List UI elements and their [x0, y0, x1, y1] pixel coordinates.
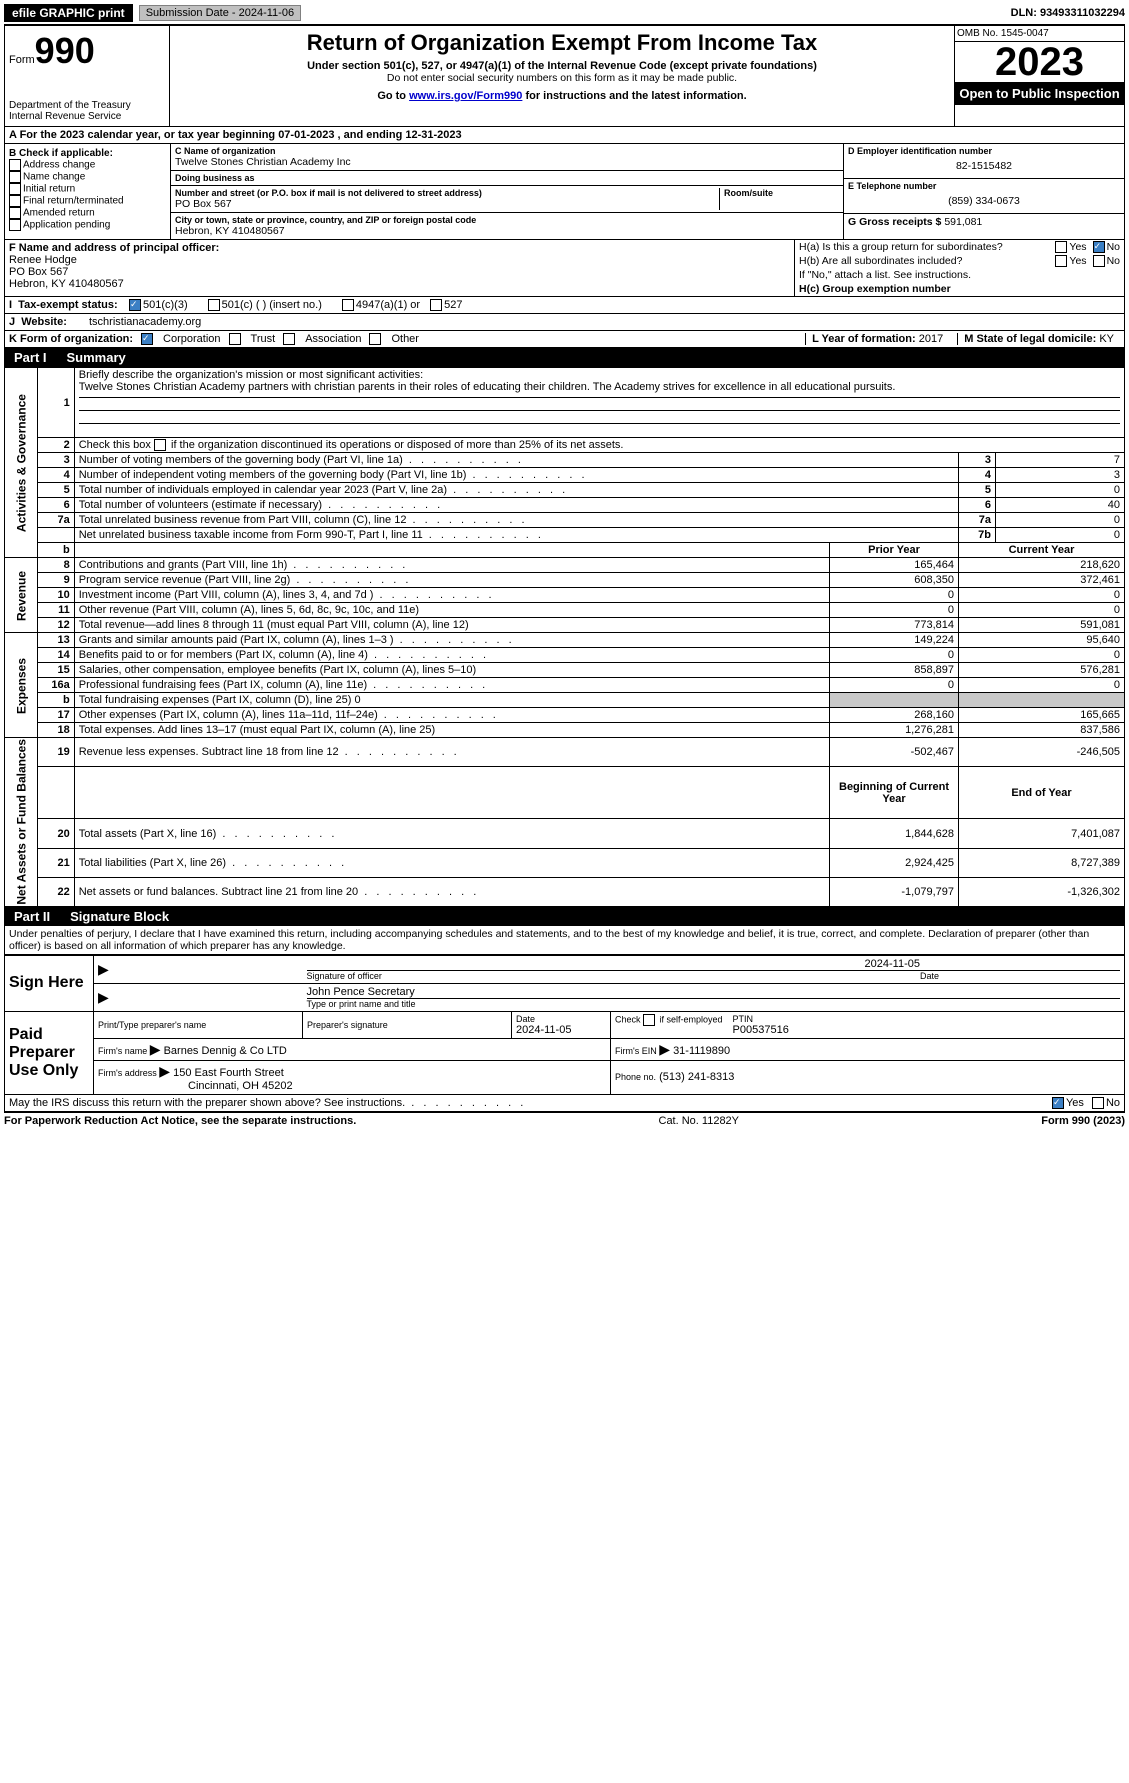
checkbox-final-return[interactable]: [9, 195, 21, 207]
arrow-icon: ▶: [98, 989, 109, 1005]
phone-value: (859) 334-0673: [848, 191, 1120, 211]
page-footer: For Paperwork Reduction Act Notice, see …: [4, 1112, 1125, 1127]
ha-yes-checkbox[interactable]: [1055, 241, 1067, 253]
city-label: City or town, state or province, country…: [175, 215, 839, 225]
city-value: Hebron, KY 410480567: [175, 225, 839, 237]
officer-street: PO Box 567: [9, 266, 790, 278]
box-b-title: B Check if applicable:: [9, 148, 166, 159]
declaration-text: Under penalties of perjury, I declare th…: [4, 926, 1125, 955]
paid-preparer-label: Paid Preparer Use Only: [5, 1011, 94, 1094]
header-sub1: Under section 501(c), 527, or 4947(a)(1)…: [174, 60, 950, 72]
hb-note: If "No," attach a list. See instructions…: [795, 268, 1124, 282]
checkbox-trust[interactable]: [229, 333, 241, 345]
checkbox-discontinued[interactable]: [154, 439, 166, 451]
checkbox-501c3[interactable]: [129, 299, 141, 311]
website-value: tschristianacademy.org: [89, 316, 201, 328]
discuss-no-checkbox[interactable]: [1092, 1097, 1104, 1109]
checkbox-other[interactable]: [369, 333, 381, 345]
checkbox-app-pending[interactable]: [9, 219, 21, 231]
q1-label: Briefly describe the organization's miss…: [79, 369, 423, 381]
arrow-icon: ▶: [159, 1063, 170, 1079]
header-sub3a: Go to: [377, 90, 409, 102]
checkbox-self-employed[interactable]: [643, 1014, 655, 1026]
checkbox-527[interactable]: [430, 299, 442, 311]
arrow-icon: ▶: [98, 961, 109, 977]
officer-name: Renee Hodge: [9, 254, 790, 266]
section-activities: Activities & Governance: [5, 368, 38, 558]
org-name: Twelve Stones Christian Academy Inc: [175, 156, 839, 168]
ein-value: 82-1515482: [848, 156, 1120, 176]
sign-here-label: Sign Here: [5, 955, 94, 1011]
section-net-assets: Net Assets or Fund Balances: [5, 738, 38, 907]
irs-label: Internal Revenue Service: [9, 111, 165, 122]
part2-header: Part II Signature Block: [4, 907, 1125, 926]
efile-print-button[interactable]: efile GRAPHIC print: [4, 4, 133, 22]
checkbox-amended[interactable]: [9, 207, 21, 219]
tax-exempt-label: I Tax-exempt status:: [9, 299, 129, 311]
open-inspection-badge: Open to Public Inspection: [955, 82, 1124, 105]
tax-year: 2023: [955, 42, 1124, 82]
signature-table: Sign Here ▶ 2024-11-05 Signature of offi…: [4, 955, 1125, 1095]
discuss-label: May the IRS discuss this return with the…: [9, 1097, 526, 1109]
website-label: J Website:: [9, 316, 89, 328]
sig-date: 2024-11-05: [307, 958, 1121, 971]
arrow-icon: ▶: [150, 1041, 161, 1057]
gross-receipts-value: 591,081: [944, 216, 982, 228]
hc-label: H(c) Group exemption number: [795, 282, 1124, 296]
section-expenses: Expenses: [5, 633, 38, 738]
dba-label: Doing business as: [175, 173, 839, 183]
officer-city: Hebron, KY 410480567: [9, 278, 790, 290]
part1-table: Activities & Governance 1 Briefly descri…: [4, 367, 1125, 907]
officer-label: F Name and address of principal officer:: [9, 242, 790, 254]
checkbox-address-change[interactable]: [9, 159, 21, 171]
phone-label: E Telephone number: [848, 181, 1120, 191]
arrow-icon: ▶: [659, 1041, 670, 1057]
form-header: Form990 Department of the Treasury Inter…: [4, 25, 1125, 127]
form-title: Return of Organization Exempt From Incom…: [174, 30, 950, 56]
street-value: PO Box 567: [175, 198, 719, 210]
submission-date-badge: Submission Date - 2024-11-06: [139, 5, 301, 21]
checkbox-assoc[interactable]: [283, 333, 295, 345]
main-info-grid: B Check if applicable: Address change Na…: [4, 144, 1125, 240]
row-a-period: A For the 2023 calendar year, or tax yea…: [4, 127, 1125, 144]
discuss-yes-checkbox[interactable]: [1052, 1097, 1064, 1109]
checkbox-501c[interactable]: [208, 299, 220, 311]
org-name-label: C Name of organization: [175, 146, 839, 156]
ha-label: H(a) Is this a group return for subordin…: [799, 241, 1055, 253]
dept-treasury: Department of the Treasury: [9, 100, 165, 111]
checkbox-corp[interactable]: [141, 333, 153, 345]
irs-link[interactable]: www.irs.gov/Form990: [409, 90, 522, 102]
top-toolbar: efile GRAPHIC print Submission Date - 20…: [4, 4, 1125, 25]
ein-label: D Employer identification number: [848, 146, 1120, 156]
q1-text: Twelve Stones Christian Academy partners…: [79, 381, 896, 393]
hb-yes-checkbox[interactable]: [1055, 255, 1067, 267]
street-label: Number and street (or P.O. box if mail i…: [175, 188, 719, 198]
form-number: 990: [35, 30, 95, 71]
gross-receipts-label: G Gross receipts $: [848, 216, 941, 228]
ha-no-checkbox[interactable]: [1093, 241, 1105, 253]
box-k-label: K Form of organization:: [9, 333, 133, 345]
officer-name-title: John Pence Secretary: [307, 986, 1121, 999]
form-word: Form: [9, 54, 35, 66]
hb-no-checkbox[interactable]: [1093, 255, 1105, 267]
dln-label: DLN: 93493311032294: [1011, 7, 1125, 19]
checkbox-name-change[interactable]: [9, 171, 21, 183]
hb-label: H(b) Are all subordinates included?: [799, 255, 1055, 267]
header-sub3b: for instructions and the latest informat…: [522, 90, 746, 102]
header-sub2: Do not enter social security numbers on …: [174, 72, 950, 84]
checkbox-4947[interactable]: [342, 299, 354, 311]
officer-h-row: F Name and address of principal officer:…: [4, 240, 1125, 297]
room-label: Room/suite: [724, 188, 839, 198]
part1-header: Part I Summary: [4, 348, 1125, 367]
section-revenue: Revenue: [5, 558, 38, 633]
checkbox-initial-return[interactable]: [9, 183, 21, 195]
